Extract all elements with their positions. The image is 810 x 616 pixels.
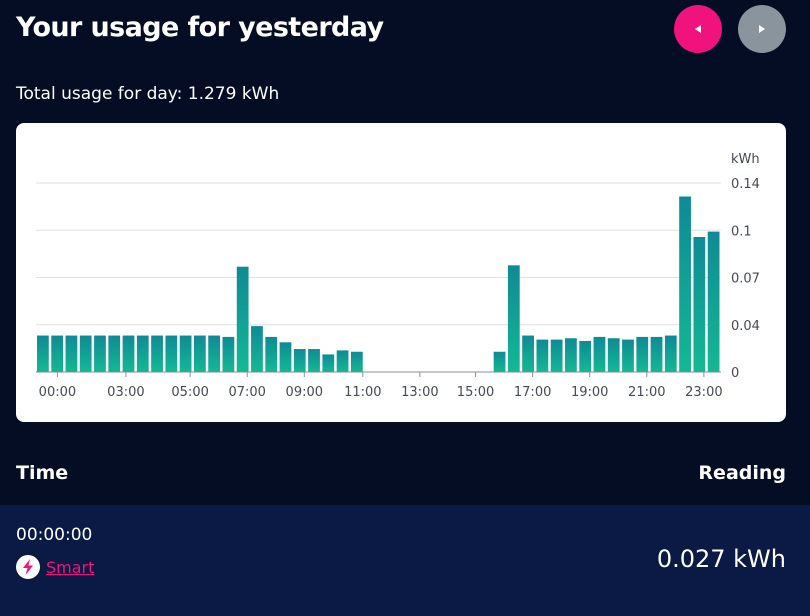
usage-bar[interactable] (607, 338, 620, 372)
usage-bar[interactable] (65, 335, 78, 372)
x-tick-label: 21:00 (628, 385, 665, 400)
usage-bar[interactable] (165, 335, 178, 372)
x-tick-label: 23:00 (685, 385, 722, 400)
page-title: Your usage for yesterday (16, 12, 384, 43)
usage-bar[interactable] (679, 196, 691, 373)
usage-bar[interactable] (664, 335, 677, 372)
usage-bar[interactable] (193, 335, 206, 372)
previous-day-button[interactable] (674, 5, 722, 53)
reading-column-header: Reading (698, 462, 786, 484)
usage-bar[interactable] (37, 335, 49, 372)
usage-bar[interactable] (493, 351, 506, 372)
usage-bar[interactable] (122, 335, 135, 372)
usage-bar[interactable] (179, 335, 192, 372)
x-tick-label: 07:00 (228, 385, 265, 400)
usage-bar[interactable] (151, 335, 163, 372)
usage-bar[interactable] (79, 335, 92, 372)
usage-bar[interactable] (707, 231, 720, 372)
usage-bar[interactable] (236, 266, 249, 372)
usage-bar[interactable] (279, 342, 292, 372)
x-tick-label: 19:00 (571, 385, 608, 400)
table-row: 00:00:00 Smart 0.027 kWh (0, 505, 810, 616)
usage-bar[interactable] (108, 335, 121, 372)
x-tick-label: 05:00 (171, 385, 208, 400)
usage-bar[interactable] (522, 335, 534, 372)
y-tick-label: 0.1 (731, 224, 752, 239)
usage-bar[interactable] (322, 354, 335, 372)
x-tick-label: 00:00 (39, 385, 76, 400)
usage-bar[interactable] (293, 349, 306, 372)
usage-chart-card: 0 0.04 0.07 0.1 0.14 kWh 00:00 03:00 05:00 07:00 0… (16, 123, 786, 422)
usage-bar[interactable] (579, 340, 592, 372)
y-unit-label: kWh (731, 152, 760, 167)
usage-bar[interactable] (222, 336, 235, 372)
usage-bar[interactable] (693, 237, 706, 372)
x-tick-label: 09:00 (286, 385, 323, 400)
x-tick-label: 11:00 (344, 385, 381, 400)
triangle-right-icon (759, 25, 765, 33)
usage-chart: 0 0.04 0.07 0.1 0.14 kWh 00:00 03:00 05:00 07:00 0… (36, 152, 760, 400)
usage-bar[interactable] (94, 335, 106, 372)
y-tick-label: 0.14 (731, 177, 760, 192)
usage-bar[interactable] (208, 335, 221, 372)
usage-bar[interactable] (507, 265, 520, 372)
total-usage-text: Total usage for day: 1.279 kWh (16, 84, 280, 104)
smart-tariff-link[interactable]: Smart (46, 557, 95, 577)
usage-bar[interactable] (536, 339, 549, 372)
triangle-left-icon (695, 25, 701, 33)
row-tag: Smart (16, 555, 94, 579)
usage-bar[interactable] (636, 336, 649, 372)
usage-bar[interactable] (550, 339, 563, 372)
usage-bar[interactable] (350, 351, 363, 372)
table-header: Time Reading (0, 462, 810, 488)
x-tick-label: 17:00 (514, 385, 551, 400)
next-day-button[interactable] (738, 5, 786, 53)
time-column-header: Time (16, 462, 69, 484)
usage-bar[interactable] (51, 335, 64, 372)
row-reading: 0.027 kWh (656, 545, 786, 573)
usage-bar[interactable] (593, 336, 606, 372)
usage-bar[interactable] (650, 336, 663, 372)
usage-bar[interactable] (251, 326, 263, 372)
x-tick-label: 03:00 (107, 385, 144, 400)
y-tick-label: 0 (731, 366, 739, 381)
x-tick-label: 15:00 (457, 385, 494, 400)
usage-bar[interactable] (336, 350, 349, 372)
usage-bar[interactable] (308, 349, 320, 372)
usage-bar[interactable] (265, 336, 278, 372)
usage-bar[interactable] (565, 338, 577, 372)
lightning-bolt-icon (16, 555, 40, 579)
y-tick-label: 0.07 (731, 272, 760, 287)
x-tick-label: 13:00 (401, 385, 438, 400)
row-time: 00:00:00 (16, 525, 93, 545)
usage-bar[interactable] (136, 335, 149, 372)
y-tick-label: 0.04 (731, 319, 760, 334)
usage-bar[interactable] (622, 339, 634, 372)
